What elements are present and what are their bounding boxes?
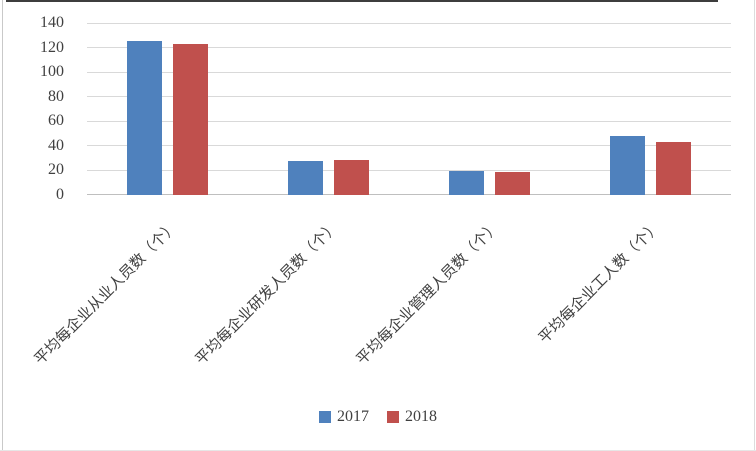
x-category-label: 平均每企业从业人员数（个）	[32, 218, 182, 369]
y-tick-label: 40	[48, 136, 64, 154]
y-tick-label: 100	[40, 63, 64, 80]
y-tick-label: 20	[48, 161, 64, 178]
plot-area: 0 20 40 60 80 100 120 140 平均每企业从业人员数（个） 平均每企业研发人员…	[32, 13, 731, 369]
y-tick-label: 140	[40, 14, 64, 31]
bar-2018	[172, 43, 208, 195]
bar-2017	[448, 171, 484, 195]
legend-swatch-icon	[319, 411, 331, 423]
bar-group	[248, 13, 409, 195]
x-axis-line	[87, 194, 731, 195]
x-category-label: 平均每企业管理人员数（个）	[354, 218, 504, 369]
legend-label: 2018	[405, 408, 437, 425]
bar-2018	[655, 141, 691, 195]
x-category-label: 平均每企业工人数（个）	[536, 218, 665, 347]
legend-item-2018: 2018	[387, 408, 437, 426]
bar-2017	[126, 41, 162, 195]
gridline	[87, 120, 731, 122]
legend-label: 2017	[337, 408, 369, 425]
gridline	[87, 22, 731, 24]
y-tick-label: 0	[56, 185, 64, 203]
bar-2017	[609, 135, 645, 195]
bar-group	[87, 13, 248, 195]
bar-2017	[287, 161, 323, 195]
x-category-label: 平均每企业研发人员数（个）	[193, 218, 343, 369]
bar-group	[570, 13, 731, 195]
window-right-edge	[754, 0, 755, 451]
legend-swatch-icon	[387, 411, 399, 423]
y-tick-label: 120	[40, 38, 64, 56]
legend: 2017 2018	[0, 408, 756, 426]
window-top-edge	[6, 0, 718, 2]
gridline	[87, 169, 731, 171]
bar-2018	[494, 172, 530, 195]
legend-item-2017: 2017	[319, 408, 369, 426]
gridline	[87, 96, 731, 97]
window-left-edge	[2, 0, 3, 451]
gridline	[87, 47, 731, 48]
gridline	[87, 71, 731, 73]
bar-group	[409, 13, 570, 195]
y-tick-label: 80	[48, 87, 64, 105]
y-tick-label: 60	[48, 112, 64, 129]
bar-2018	[333, 160, 369, 195]
gridline	[87, 145, 731, 146]
